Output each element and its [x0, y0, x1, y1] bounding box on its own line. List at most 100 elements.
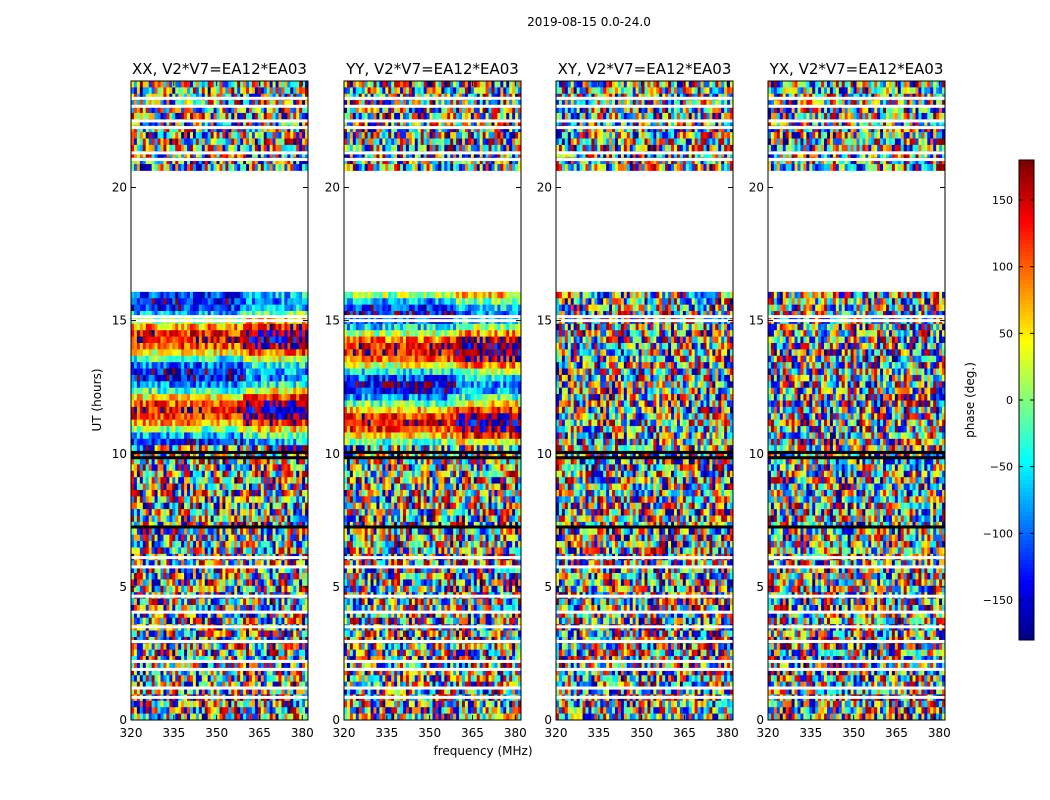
- heatmap-cell: [305, 323, 309, 331]
- heatmap-cell: [272, 662, 276, 670]
- heatmap-cell: [260, 400, 265, 408]
- heatmap-cell: [190, 579, 194, 587]
- heatmap-cell: [148, 688, 153, 695]
- heatmap-cell: [278, 534, 282, 542]
- heatmap-cell: [136, 119, 141, 127]
- heatmap-cell: [305, 483, 309, 491]
- heatmap-cell: [204, 132, 209, 139]
- heatmap-cell: [237, 668, 241, 676]
- heatmap-cell: [157, 426, 161, 433]
- heatmap-cell: [275, 144, 279, 152]
- heatmap-cell: [178, 112, 182, 120]
- heatmap-cell: [257, 477, 262, 484]
- heatmap-cell: [195, 355, 200, 363]
- heatmap-cell: [260, 713, 265, 721]
- heatmap-cell: [222, 342, 226, 350]
- heatmap-cell: [187, 81, 191, 88]
- heatmap-cell: [231, 611, 235, 619]
- heatmap-cell: [275, 700, 279, 708]
- heatmap-cell: [154, 630, 158, 638]
- heatmap-cell: [260, 458, 265, 465]
- heatmap-cell: [296, 643, 300, 651]
- heatmap-cell: [287, 458, 291, 465]
- flagged-row: [131, 119, 308, 123]
- heatmap-cell: [231, 311, 235, 318]
- heatmap-cell: [210, 713, 214, 721]
- heatmap-cell: [201, 125, 206, 133]
- heatmap-cell: [269, 477, 273, 484]
- heatmap-cell: [237, 374, 241, 382]
- heatmap-cell: [157, 125, 161, 133]
- heatmap-cell: [151, 579, 155, 587]
- heatmap-cell: [151, 496, 155, 504]
- heatmap-cell: [190, 362, 194, 369]
- heatmap-cell: [219, 541, 223, 548]
- heatmap-cell: [169, 336, 173, 344]
- heatmap-cell: [139, 566, 144, 574]
- heatmap-cell: [281, 387, 285, 395]
- heatmap-cell: [157, 668, 161, 676]
- heatmap-cell: [260, 330, 265, 337]
- heatmap-cell: [246, 138, 250, 146]
- heatmap-cell: [157, 688, 161, 695]
- heatmap-cell: [175, 432, 179, 440]
- heatmap-cell: [145, 675, 150, 683]
- heatmap-cell: [272, 125, 276, 133]
- heatmap-cell: [201, 151, 206, 159]
- heatmap-cell: [213, 119, 217, 127]
- heatmap-cell: [246, 413, 250, 421]
- heatmap-cell: [160, 419, 164, 427]
- heatmap-cell: [172, 291, 176, 299]
- heatmap-cell: [216, 604, 220, 612]
- heatmap-cell: [263, 374, 268, 382]
- heatmap-cell: [175, 355, 179, 363]
- heatmap-cell: [293, 304, 297, 312]
- heatmap-cell: [216, 432, 220, 440]
- heatmap-cell: [166, 630, 170, 638]
- heatmap-cell: [305, 157, 309, 165]
- flagged-row: [131, 639, 308, 643]
- heatmap-cell: [234, 649, 238, 657]
- heatmap-cell: [293, 630, 297, 638]
- heatmap-cell: [266, 298, 271, 306]
- heatmap-cell: [216, 477, 220, 484]
- heatmap-cell: [148, 521, 153, 529]
- heatmap-cell: [266, 688, 271, 695]
- heatmap-cell: [210, 668, 214, 676]
- heatmap-cell: [240, 649, 244, 657]
- heatmap-cell: [142, 643, 147, 651]
- heatmap-cell: [275, 151, 279, 159]
- heatmap-cell: [201, 464, 206, 472]
- heatmap-cell: [296, 432, 300, 440]
- heatmap-cell: [231, 598, 235, 606]
- heatmap-cell: [290, 151, 294, 159]
- heatmap-cell: [210, 298, 214, 306]
- heatmap-cell: [260, 483, 265, 491]
- heatmap-cell: [234, 394, 238, 401]
- heatmap-cell: [284, 311, 288, 318]
- heatmap-cell: [249, 349, 253, 357]
- heatmap-cell: [254, 368, 259, 376]
- heatmap-cell: [299, 707, 303, 715]
- heatmap-cell: [266, 445, 271, 453]
- heatmap-cell: [151, 649, 155, 657]
- heatmap-cell: [254, 355, 259, 363]
- heatmap-cell: [172, 458, 176, 465]
- heatmap-cell: [278, 298, 282, 306]
- heatmap-cell: [302, 330, 306, 337]
- heatmap-cell: [266, 707, 271, 715]
- heatmap-cell: [299, 598, 303, 606]
- heatmap-cell: [290, 604, 294, 612]
- heatmap-cell: [305, 675, 309, 683]
- heatmap-cell: [160, 413, 164, 421]
- heatmap-cell: [284, 668, 288, 676]
- heatmap-cell: [225, 573, 229, 580]
- heatmap-cell: [216, 451, 220, 459]
- heatmap-cell: [154, 573, 158, 580]
- heatmap-cell: [275, 426, 279, 433]
- heatmap-cell: [231, 681, 235, 689]
- heatmap-cell: [136, 400, 141, 408]
- heatmap-cell: [269, 138, 273, 146]
- heatmap-cell: [154, 707, 158, 715]
- heatmap-cell: [302, 151, 306, 159]
